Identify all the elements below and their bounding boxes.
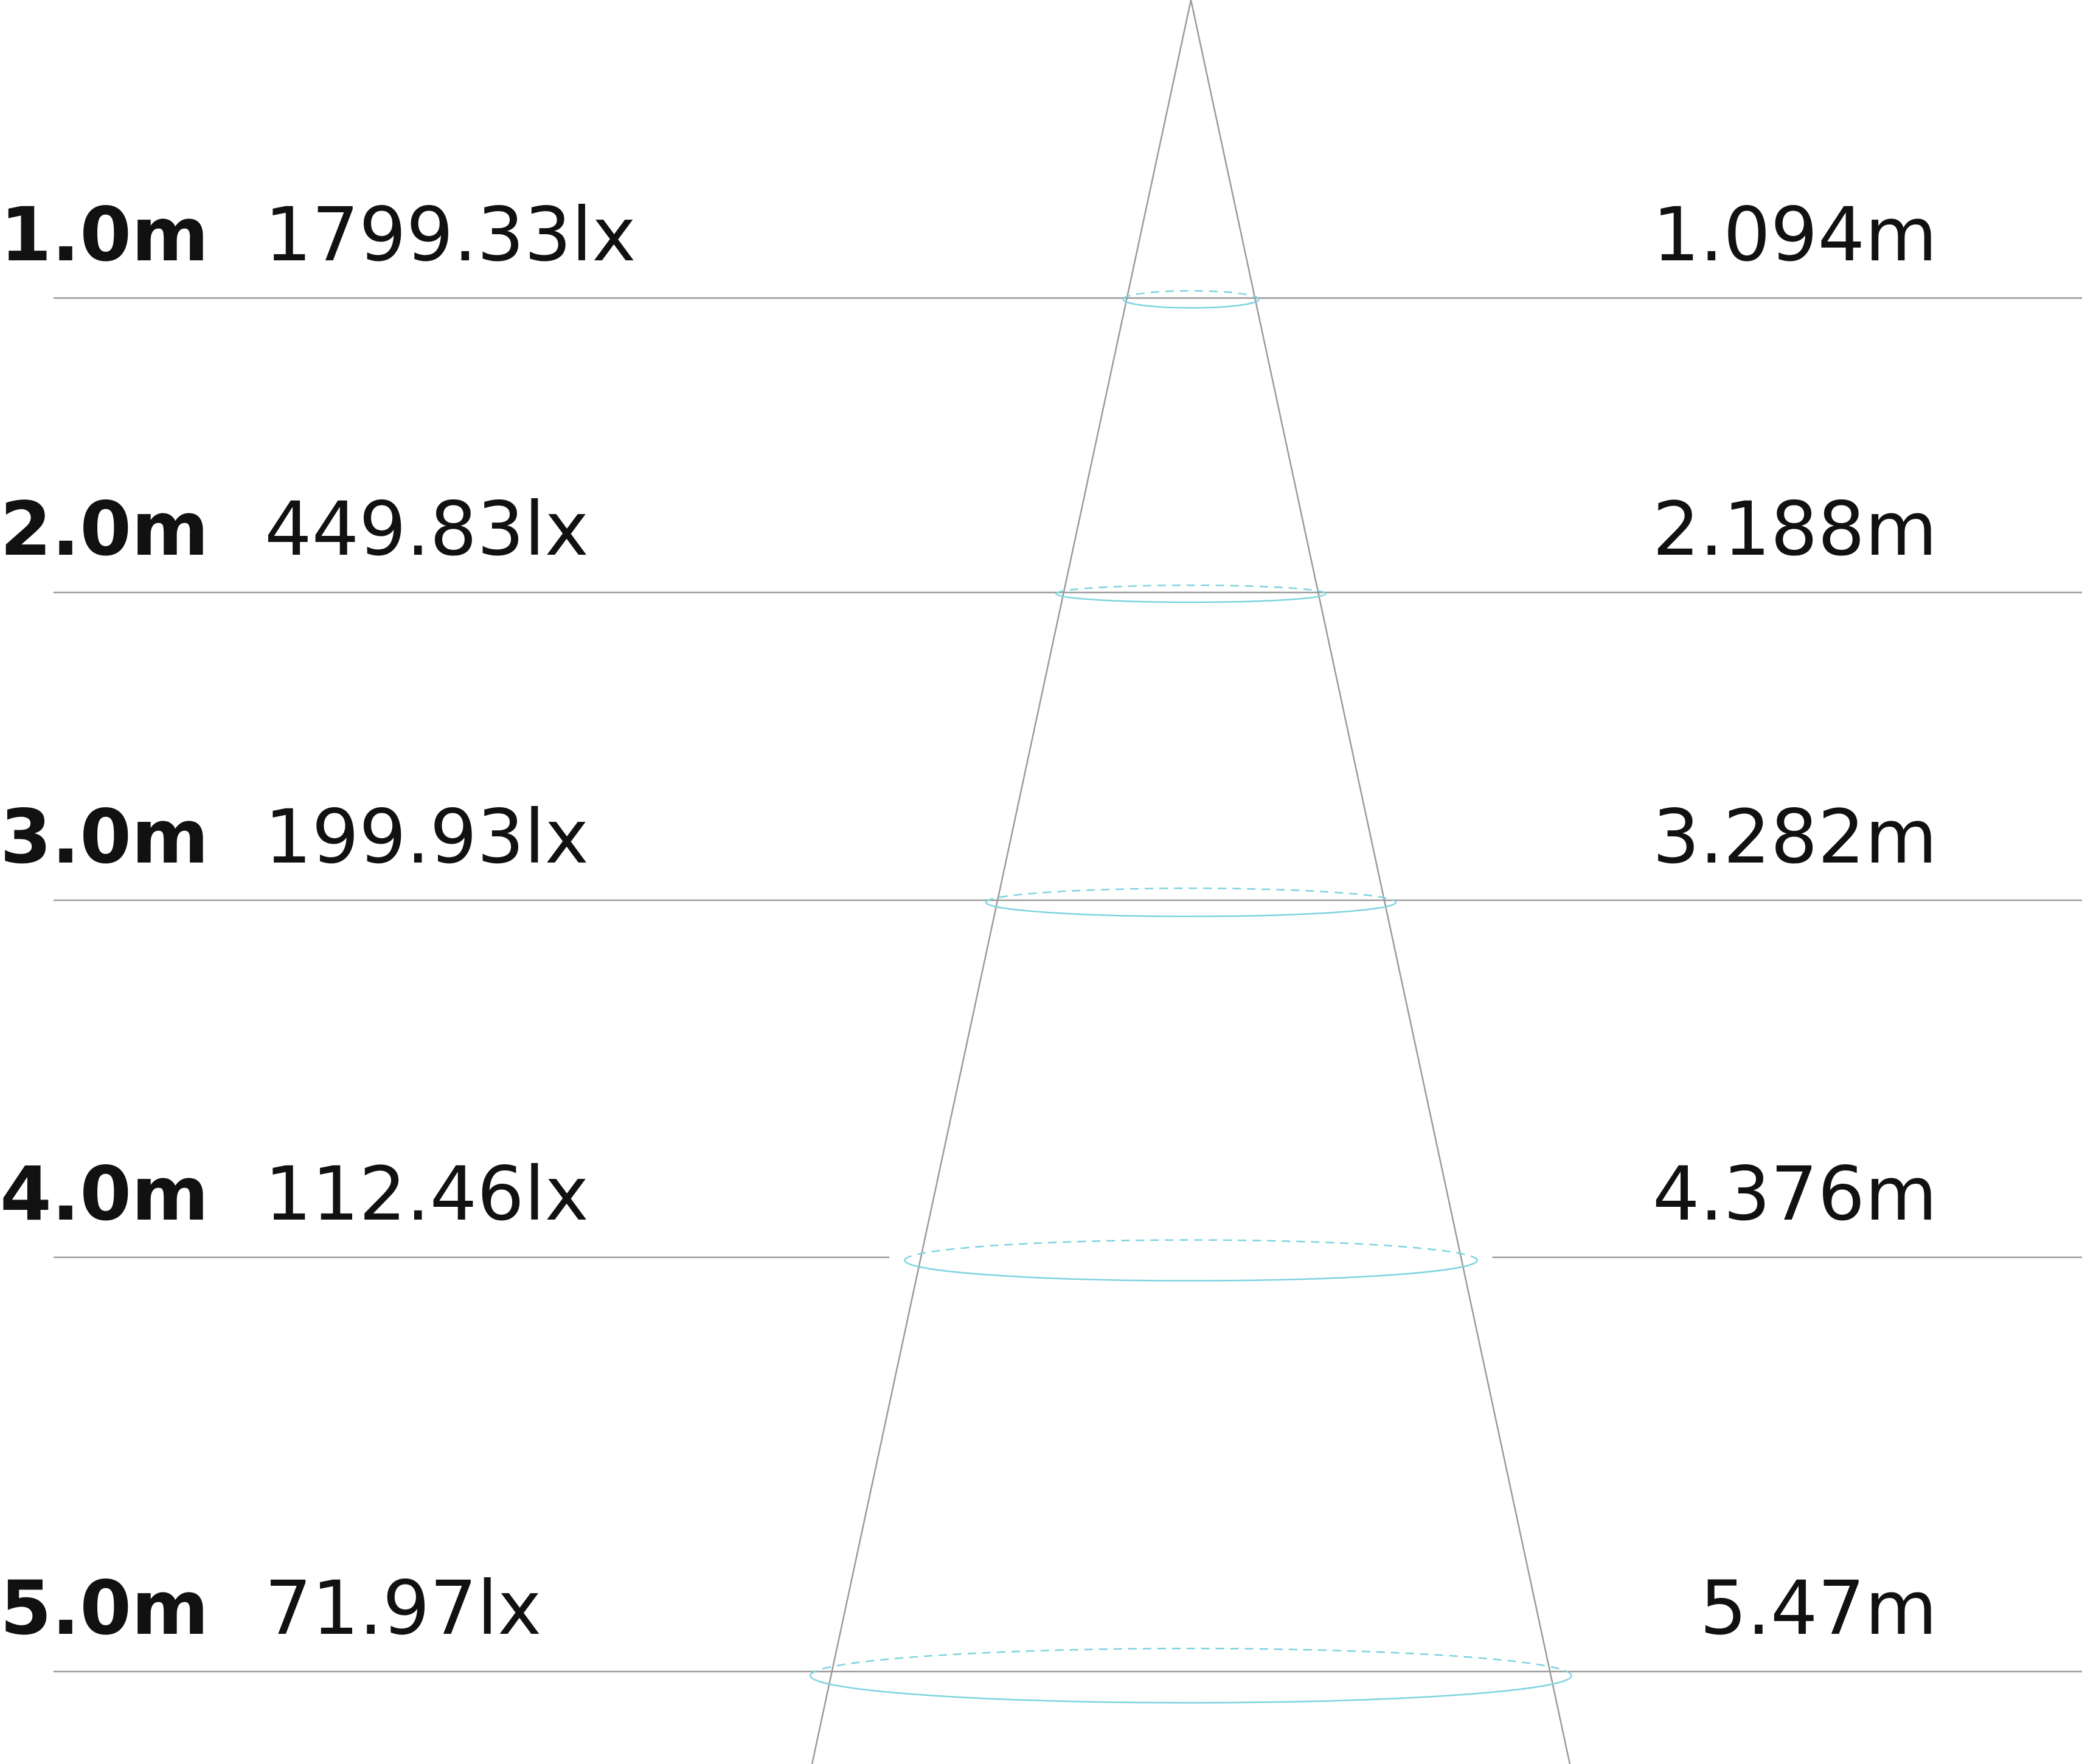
beam-diameter-label: 1.094m <box>1653 192 1937 278</box>
cone-left-edge <box>811 0 1192 1764</box>
distance-guide-lines <box>54 297 2082 1673</box>
illuminance-label: 112.46lx <box>265 1151 589 1237</box>
illuminance-label: 449.83lx <box>265 486 589 572</box>
beam-diameter-label: 3.282m <box>1653 794 1937 880</box>
beam-diameter-label: 2.188m <box>1653 486 1937 572</box>
beam-ellipse-front <box>810 1675 1572 1704</box>
row-labels: 1.0m 1799.33lx 1.094m 2.0m 449.83lx 2.188m 3.0… <box>0 192 1937 1651</box>
beam-ellipse-back <box>810 1647 1572 1676</box>
beam-ellipse-back <box>1055 584 1327 594</box>
distance-label: 2.0m <box>0 486 209 572</box>
beam-ellipse-front <box>904 1260 1478 1282</box>
beam-ellipse-front <box>985 902 1397 917</box>
illuminance-label: 1799.33lx <box>265 192 636 278</box>
beam-ellipse-front <box>1122 299 1260 309</box>
beam-ellipse-front <box>1055 593 1327 603</box>
beam-ellipses <box>810 290 1572 1704</box>
beam-cone <box>811 0 1571 1764</box>
illuminance-label: 199.93lx <box>265 794 589 880</box>
beam-diameter-label: 4.376m <box>1653 1151 1937 1237</box>
distance-label: 4.0m <box>0 1151 209 1237</box>
beam-diameter-label: 5.47m <box>1700 1565 1937 1651</box>
distance-label: 1.0m <box>0 192 209 278</box>
distance-label: 5.0m <box>0 1565 209 1651</box>
beam-ellipse-back <box>985 887 1397 903</box>
illuminance-label: 71.97lx <box>265 1565 541 1651</box>
distance-label: 3.0m <box>0 794 209 880</box>
cone-right-edge <box>1190 0 1571 1764</box>
beam-ellipse-back <box>904 1239 1478 1261</box>
